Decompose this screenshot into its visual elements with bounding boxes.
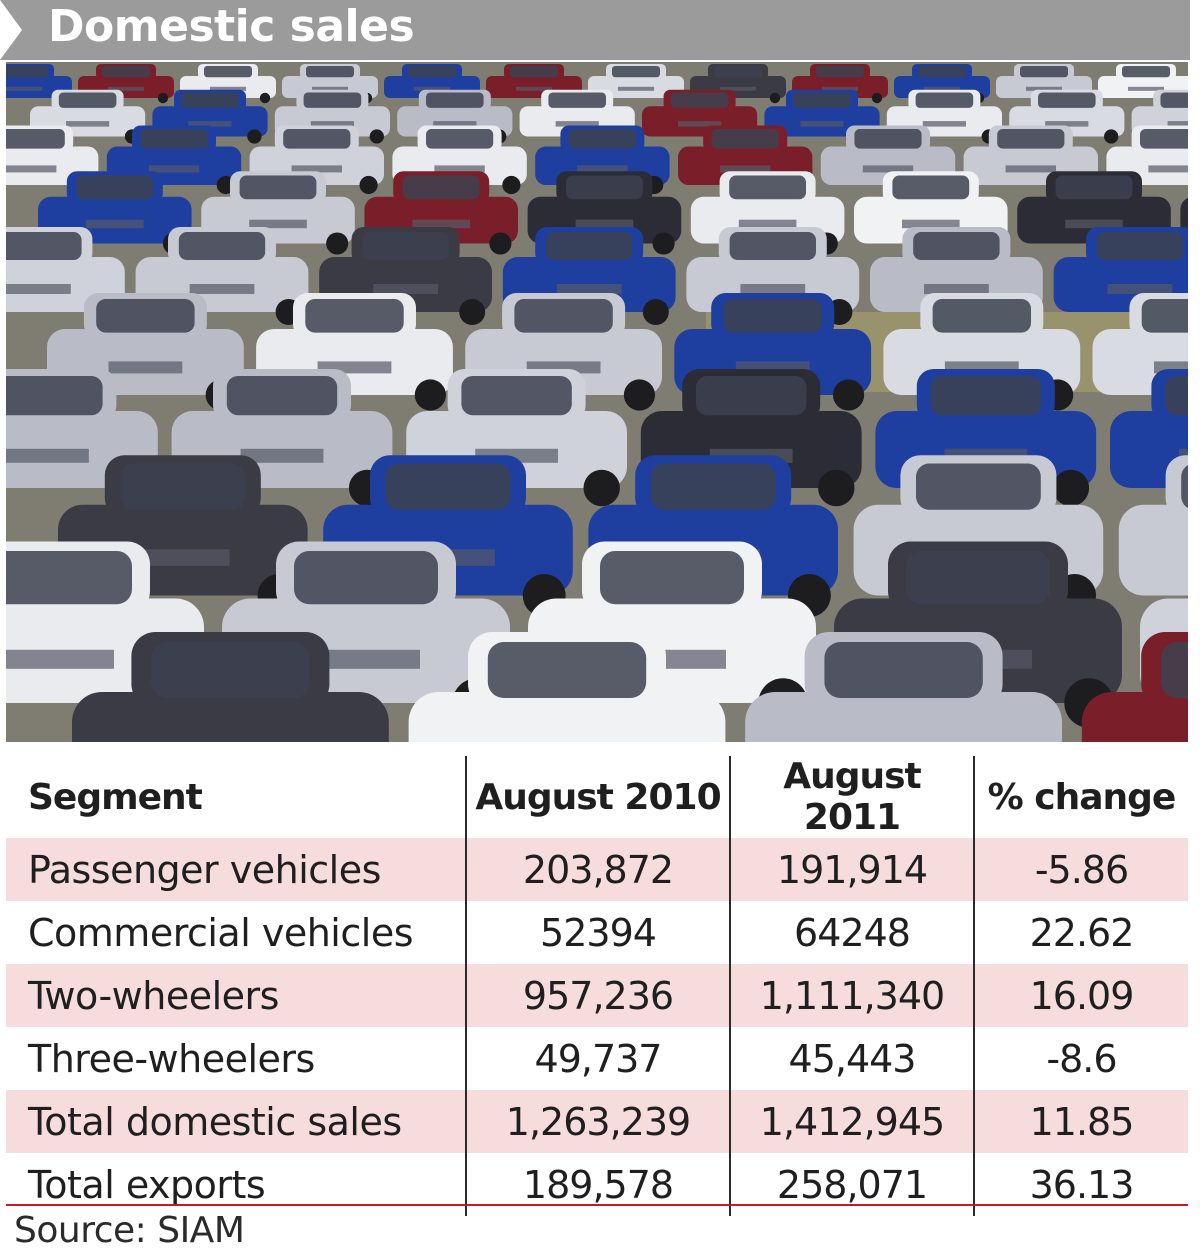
cars-group bbox=[6, 64, 1188, 742]
car-shape bbox=[678, 125, 813, 195]
change-cell: 36.13 bbox=[973, 1153, 1188, 1216]
aug2011-cell: 1,412,945 bbox=[729, 1090, 974, 1153]
sales-table: Segment August 2010 August 2011 % change… bbox=[6, 756, 1188, 1216]
aug2010-cell: 52394 bbox=[465, 901, 730, 964]
aug2010-cell: 189,578 bbox=[465, 1153, 730, 1216]
table-row: Total domestic sales 1,263,239 1,412,945… bbox=[6, 1090, 1188, 1153]
change-cell: -5.86 bbox=[973, 838, 1188, 901]
table-row: Two-wheelers 957,236 1,111,340 16.09 bbox=[6, 964, 1188, 1027]
segment-cell: Total domestic sales bbox=[6, 1090, 466, 1153]
title-banner: Domestic sales bbox=[0, 0, 1200, 62]
car-shape bbox=[1092, 293, 1188, 395]
change-cell: 16.09 bbox=[973, 964, 1188, 1027]
segment-cell: Passenger vehicles bbox=[6, 838, 466, 901]
segment-cell: Commercial vehicles bbox=[28, 910, 414, 955]
aug2011-cell: 258,071 bbox=[729, 1153, 974, 1216]
aug2010-cell: 957,236 bbox=[465, 964, 730, 1027]
header-august-2010: August 2010 bbox=[465, 756, 730, 838]
aug2010-cell: 1,263,239 bbox=[465, 1090, 730, 1153]
car-shape bbox=[745, 632, 1062, 742]
car-shape bbox=[1118, 455, 1188, 596]
segment-cell: Three-wheelers bbox=[28, 1036, 315, 1081]
car-shape bbox=[72, 632, 389, 742]
table-row: Total exports 189,578 258,071 36.13 bbox=[6, 1153, 1188, 1216]
aug2011-cell: 45,443 bbox=[729, 1027, 974, 1090]
car-shape bbox=[408, 632, 726, 742]
page-title: Domestic sales bbox=[48, 1, 415, 52]
aug2011-cell: 1,111,340 bbox=[729, 964, 974, 1027]
car-shape bbox=[1009, 89, 1125, 144]
car-shape bbox=[588, 64, 684, 104]
car-lot-photo bbox=[6, 62, 1188, 742]
aug2011-cell: 191,914 bbox=[729, 838, 974, 901]
source-note: Source: SIAM bbox=[14, 1210, 245, 1251]
segment-cell: Two-wheelers bbox=[6, 964, 466, 1027]
header-percent-change: % change bbox=[973, 756, 1188, 838]
header-august-2011: August 2011 bbox=[729, 756, 974, 838]
bottom-rule bbox=[6, 1204, 1188, 1206]
change-cell: 11.85 bbox=[973, 1090, 1188, 1153]
change-cell: 22.62 bbox=[973, 901, 1188, 964]
car-shape bbox=[78, 64, 174, 104]
header-segment: Segment bbox=[28, 776, 203, 818]
table-row: Three-wheelers 49,737 45,443 -8.6 bbox=[6, 1027, 1188, 1090]
car-shape bbox=[1081, 632, 1188, 742]
change-cell: -8.6 bbox=[973, 1027, 1188, 1090]
table-header-row: Segment August 2010 August 2011 % change bbox=[6, 756, 1188, 838]
banner-arrow-shape bbox=[0, 0, 1190, 60]
car-shape bbox=[384, 64, 480, 104]
aug2010-cell: 49,737 bbox=[465, 1027, 730, 1090]
aug2011-cell: 64248 bbox=[729, 901, 974, 964]
table-row: Commercial vehicles 52394 64248 22.62 bbox=[6, 901, 1188, 964]
car-shape bbox=[6, 64, 72, 104]
car-shape bbox=[30, 89, 146, 144]
car-shape bbox=[1053, 227, 1188, 312]
car-lot-illustration bbox=[6, 62, 1188, 742]
aug2010-cell: 203,872 bbox=[465, 838, 730, 901]
segment-cell: Total exports bbox=[28, 1162, 266, 1207]
car-shape bbox=[1017, 171, 1171, 255]
table-row: Passenger vehicles 203,872 191,914 -5.86 bbox=[6, 838, 1188, 901]
sales-table-container: Segment August 2010 August 2011 % change… bbox=[6, 756, 1188, 1216]
